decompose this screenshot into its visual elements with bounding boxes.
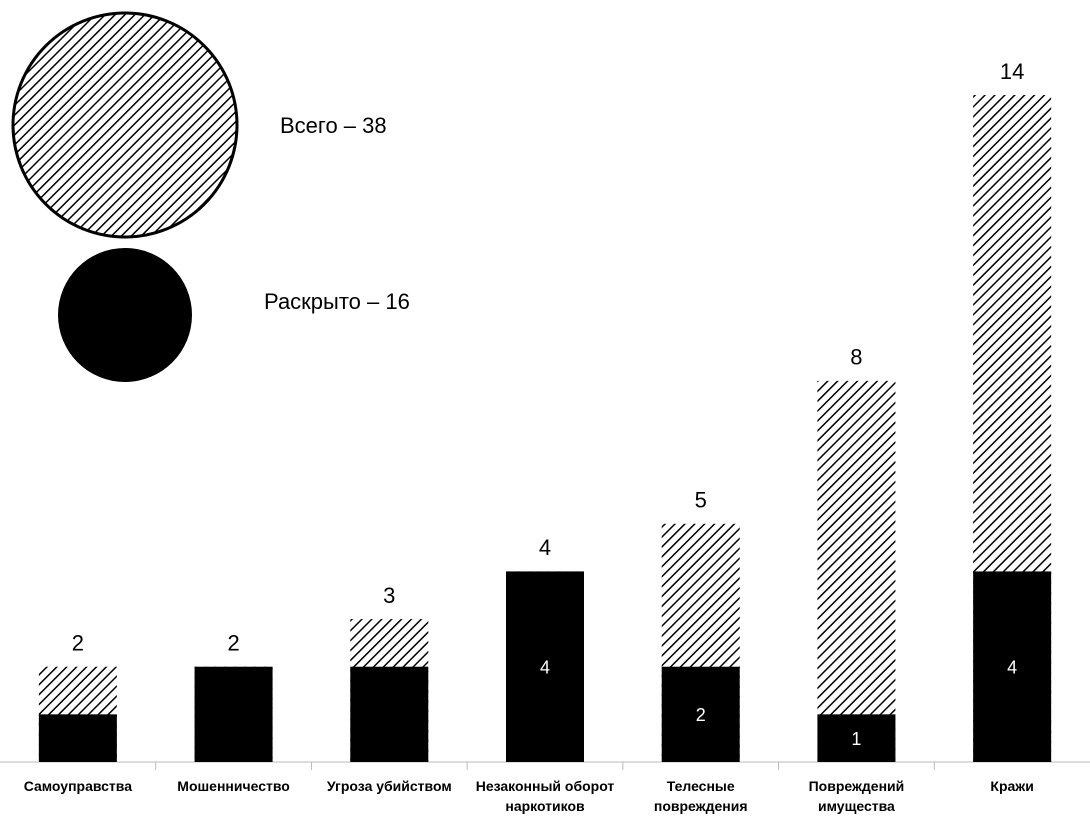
x-tick-label: Телесные повреждения <box>653 778 748 814</box>
data-label: 8 <box>850 345 862 370</box>
bar-solved <box>194 666 273 762</box>
legend-marker <box>58 248 192 382</box>
bar-solved <box>350 666 429 762</box>
x-tick-label: Угроза убийством <box>326 778 452 794</box>
data-label: 5 <box>695 488 707 513</box>
x-tick-label: Повреждений имущества <box>808 778 905 814</box>
bar-solved <box>661 666 740 762</box>
legend-marker <box>11 11 239 239</box>
x-tick-label: Мошенничество <box>177 778 290 794</box>
data-label: 4 <box>540 657 550 677</box>
legend-label: Раскрыто – 16 <box>264 289 410 314</box>
x-tick-label: Кражи <box>990 778 1034 794</box>
legend-label: Всего – 38 <box>280 113 387 138</box>
data-label: 3 <box>383 583 395 608</box>
bar-solved <box>506 571 584 762</box>
data-label: 4 <box>539 535 551 560</box>
bar-solved <box>38 714 117 762</box>
data-label: 2 <box>696 705 706 725</box>
x-tick-label: Самоуправства <box>23 778 132 794</box>
data-label: 14 <box>1000 59 1024 84</box>
data-label: 2 <box>72 631 84 656</box>
bar-total <box>817 380 896 762</box>
x-tick-label: Незаконный оборот наркотиков <box>475 778 615 814</box>
bar-solved <box>973 571 1052 762</box>
data-label: 4 <box>1007 657 1017 677</box>
data-label: 2 <box>227 631 239 656</box>
bar-solved <box>817 714 896 762</box>
data-label: 1 <box>851 729 861 749</box>
